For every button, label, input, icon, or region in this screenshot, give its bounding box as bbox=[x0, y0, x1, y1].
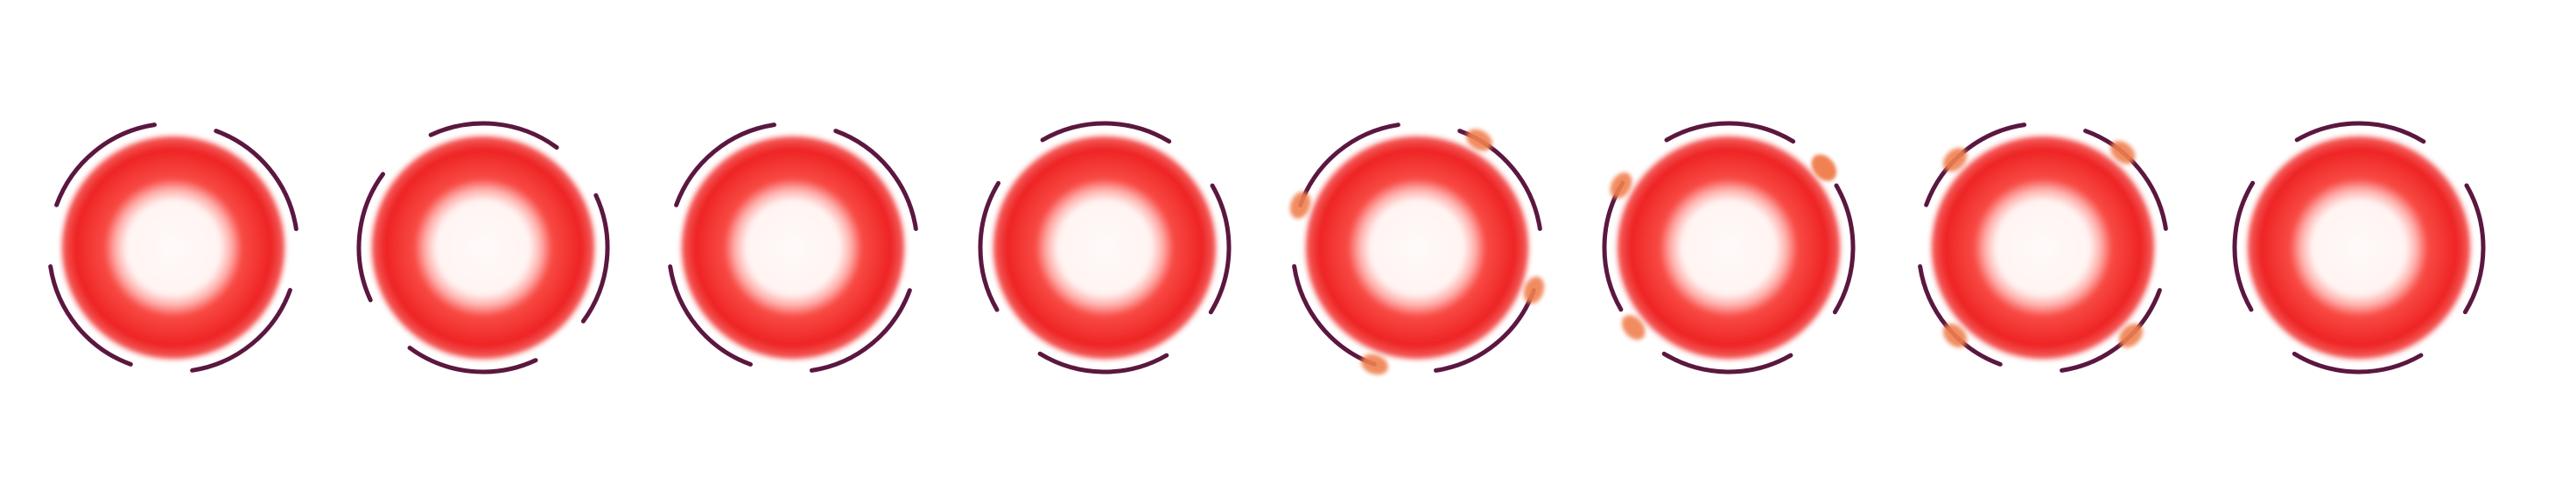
orange-blob bbox=[1610, 172, 1632, 199]
ring-body bbox=[2243, 132, 2474, 363]
ring-body bbox=[1927, 132, 2158, 363]
ring bbox=[2232, 121, 2486, 374]
orange-blob bbox=[1289, 191, 1311, 219]
ring bbox=[46, 121, 300, 374]
ring bbox=[1289, 121, 1545, 375]
orange-blob bbox=[2118, 323, 2144, 348]
ring-arc bbox=[1602, 121, 1856, 374]
orange-blob bbox=[1942, 147, 1968, 172]
orange-blob bbox=[1621, 315, 1646, 340]
orange-blob bbox=[1466, 129, 1492, 151]
ring bbox=[978, 121, 1232, 374]
ring-body bbox=[1613, 132, 1844, 363]
ring-arc bbox=[2232, 121, 2486, 374]
ring-arc bbox=[356, 121, 610, 374]
ring-arc bbox=[978, 121, 1232, 374]
ring-body bbox=[989, 132, 1220, 363]
ring-body bbox=[1302, 132, 1533, 363]
orange-blob bbox=[2110, 140, 2136, 164]
orange-blob bbox=[1360, 354, 1388, 375]
ring-body bbox=[677, 132, 909, 363]
ring-arc bbox=[46, 121, 300, 374]
ring bbox=[666, 121, 920, 374]
ring-body bbox=[368, 132, 599, 363]
ring-body bbox=[58, 132, 289, 363]
orange-blob bbox=[1812, 155, 1836, 180]
ring-arc bbox=[1916, 121, 2170, 374]
ring bbox=[1602, 121, 1856, 374]
orange-blob bbox=[1942, 323, 1968, 348]
ring bbox=[356, 121, 610, 374]
orange-blob bbox=[1523, 276, 1545, 304]
ring bbox=[1916, 121, 2170, 374]
ring-arc bbox=[666, 121, 920, 374]
